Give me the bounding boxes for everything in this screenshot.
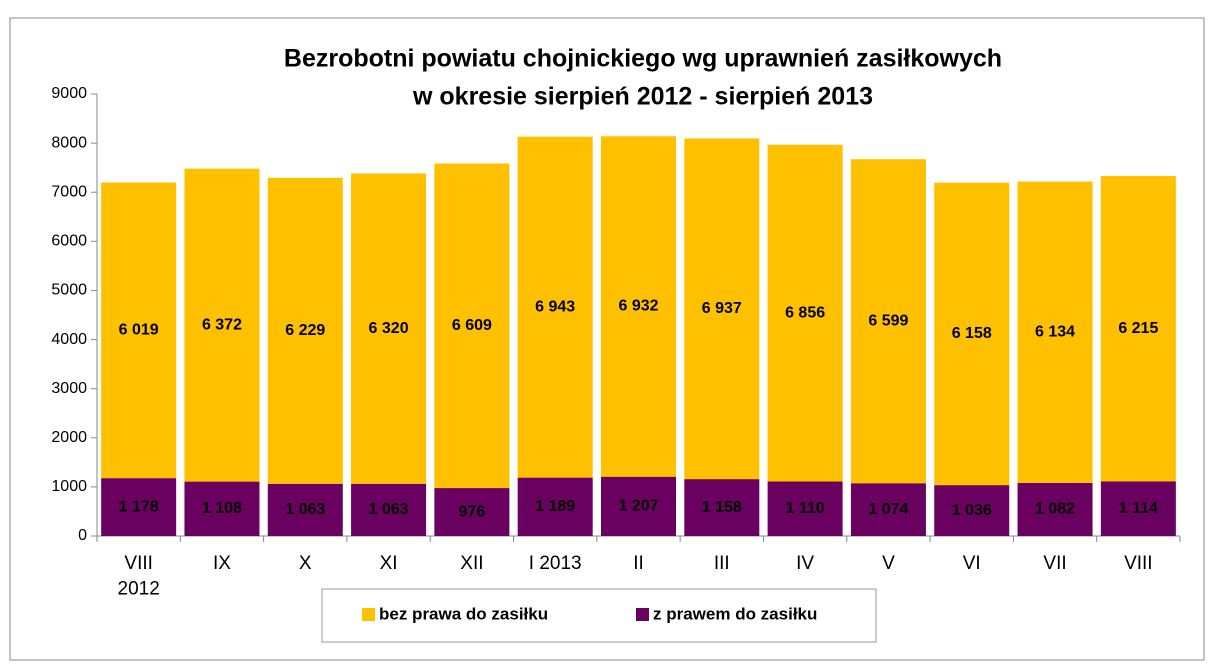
data-label: 1 189 — [535, 498, 575, 515]
data-label: 6 019 — [119, 322, 159, 339]
data-label: 1 114 — [1119, 500, 1158, 517]
data-label: 6 943 — [535, 298, 575, 315]
bar-segment — [684, 479, 760, 536]
data-label: 6 932 — [618, 298, 658, 315]
bar-segment — [351, 173, 427, 484]
data-label: 1 178 — [119, 498, 159, 515]
chart-title: Bezrobotni powiatu chojnickiego wg upraw… — [284, 45, 1002, 73]
x-tick-label: XI — [380, 553, 398, 574]
x-tick-label: IX — [213, 553, 231, 574]
bar-segment — [434, 488, 510, 536]
legend-label: z prawem do zasiłku — [653, 604, 817, 623]
data-label: 1 036 — [952, 502, 992, 519]
bar-segment — [267, 177, 343, 484]
x-tick-label: II — [633, 553, 644, 574]
bar-segment — [684, 138, 760, 480]
data-label: 6 215 — [1118, 320, 1158, 337]
data-label: 1 063 — [285, 501, 325, 518]
y-tick-label: 6000 — [51, 233, 87, 250]
data-label: 1 207 — [618, 498, 658, 515]
bar-segment — [1100, 481, 1176, 536]
data-label: 6 599 — [868, 312, 908, 329]
data-label: 6 937 — [702, 300, 742, 317]
data-label: 6 372 — [202, 316, 242, 333]
legend-swatch — [362, 608, 375, 621]
bar-segment — [434, 163, 510, 489]
x-tick-label: VII — [1043, 553, 1066, 574]
y-tick-label: 1000 — [51, 478, 87, 495]
bar-segment — [601, 136, 676, 477]
bar-segment — [1100, 176, 1176, 482]
bar-segment — [351, 483, 427, 536]
x-tick-label: IV — [796, 553, 814, 574]
data-label: 1 063 — [369, 501, 409, 518]
data-label: 6 158 — [952, 325, 992, 342]
y-tick-label: 4000 — [51, 331, 87, 348]
data-label: 6 229 — [285, 322, 325, 339]
x-tick-label: VIII — [1124, 553, 1153, 574]
data-label: 1 074 — [868, 501, 908, 518]
bar-segment — [601, 476, 676, 536]
y-tick-label: 2000 — [51, 429, 87, 446]
bar-segment — [184, 168, 260, 482]
chart-title: w okresie sierpień 2012 - sierpień 2013 — [412, 83, 873, 111]
data-label: 976 — [459, 503, 486, 520]
data-label: 6 320 — [369, 320, 409, 337]
data-label: 1 082 — [1035, 501, 1075, 518]
x-tick-label: V — [882, 553, 895, 574]
data-label: 1 110 — [786, 500, 825, 517]
data-label: 1 158 — [702, 499, 742, 516]
bar-segment — [850, 159, 926, 484]
data-label: 6 134 — [1035, 323, 1075, 340]
bar-segment — [850, 483, 926, 536]
data-label: 1 108 — [202, 500, 242, 517]
bar-segment — [517, 136, 593, 478]
bar-segment — [267, 483, 343, 536]
bar-segment — [101, 182, 177, 479]
legend-swatch — [636, 608, 649, 621]
bar-segment — [1017, 181, 1093, 483]
x-tick-label: III — [714, 553, 730, 574]
y-tick-label: 5000 — [51, 282, 87, 299]
x-tick-label: XII — [460, 553, 483, 574]
x-tick-label: I 2013 — [529, 553, 582, 574]
legend-box — [321, 588, 877, 643]
bar-segment — [767, 481, 843, 536]
y-tick-label: 3000 — [51, 380, 87, 397]
bar-segment — [1017, 482, 1093, 536]
y-tick-label: 0 — [78, 527, 87, 544]
data-label: 6 609 — [452, 317, 492, 334]
y-tick-label: 9000 — [51, 85, 87, 102]
y-tick-label: 7000 — [51, 183, 87, 200]
x-tick-label: X — [299, 553, 312, 574]
legend-label: bez prawa do zasiłku — [379, 604, 548, 623]
y-tick-label: 8000 — [51, 134, 87, 151]
data-label: 6 856 — [785, 304, 825, 321]
bar-segment — [517, 477, 593, 536]
x-tick-label: VI — [963, 553, 981, 574]
bar-segment — [934, 485, 1010, 536]
bar-segment — [767, 144, 843, 482]
bar-segment — [101, 478, 177, 536]
bar-segment — [934, 182, 1010, 486]
bar-segment — [184, 481, 260, 536]
x-tick-label: VIII 2012 — [118, 553, 160, 600]
